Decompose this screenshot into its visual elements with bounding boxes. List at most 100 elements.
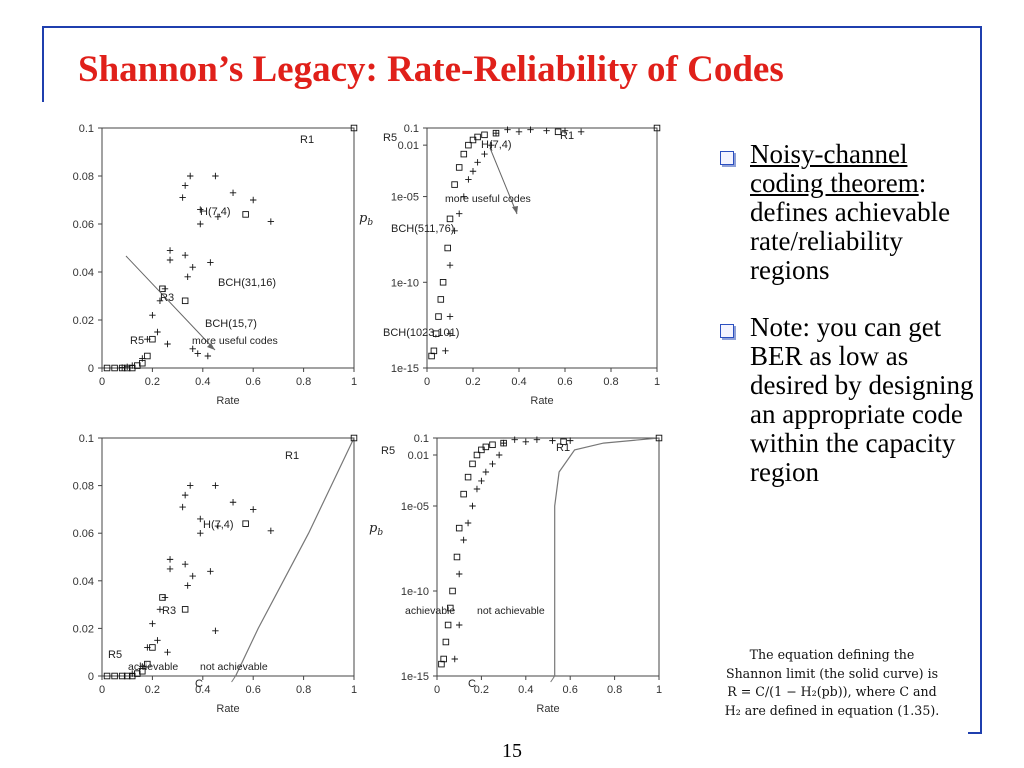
x-tick-label: 0.8 [296,684,311,696]
bullet-text: : defines achievable rate/reliability re… [750,168,951,285]
caption-line: H₂ are defined in equation (1.35). [724,702,940,718]
data-point-square [478,446,485,454]
data-point-square [469,460,476,468]
annotation-label: achievable [128,661,178,673]
data-point-square [242,211,249,218]
data-point-square [442,638,450,646]
data-point-plus [451,227,458,235]
caption-line: R = C/(1 − H₂(pb)), where C and [727,684,937,699]
x-tick-label: 0.4 [511,376,526,388]
data-point-plus [207,568,214,575]
annotation-label: R3 [162,605,176,617]
data-point-square [428,352,435,360]
annotation-label: R5 [383,132,397,144]
x-tick-label: 1 [654,376,660,388]
data-point-plus [149,620,156,627]
bullet-noisy-channel: Noisy-channel coding theorem: defines ac… [714,140,976,285]
data-point-plus [456,210,463,217]
data-point-plus [181,560,189,568]
data-point-plus [156,297,164,304]
data-point-plus [139,663,146,670]
data-point-plus [473,485,481,493]
x-tick-label: 0 [99,376,105,388]
arrow-head-icon [207,343,215,350]
data-point-plus [511,436,518,443]
data-point-square [437,296,445,303]
data-point-plus [561,127,569,134]
caption-line: Shannon limit (the solid curve) is [725,665,939,681]
x-tick-label: 0.8 [607,684,622,696]
data-point-plus [181,182,189,189]
data-point-plus [204,352,212,360]
annotation-label: H(7,4) [200,206,231,218]
shannon-limit-caption: The equation defining the Shannon limit … [682,646,982,720]
data-point-plus [481,150,488,158]
bullet-box-icon [720,324,734,338]
annotation-label: R5 [130,335,144,347]
data-point-plus [442,347,449,355]
y-tick-label: 0.06 [73,219,94,231]
y-tick-label: 0.01 [398,140,419,152]
y-tick-label: 1e-15 [401,671,429,683]
data-point-plus [197,515,204,523]
data-point-square [181,297,189,305]
slide-title: Shannon’s Legacy: Rate-Reliability of Co… [78,49,784,90]
x-tick-label: 0.2 [145,684,160,696]
data-point-square [444,244,451,252]
data-point-plus [495,451,503,459]
data-point-square [469,136,477,144]
data-point-plus [189,345,196,352]
data-point-plus [456,621,463,629]
x-tick-label: 0.2 [474,684,489,696]
chart-rate-vs-pb-log-top: 0 0.2 0.4 0.6 0.8 1 1e-15 1e-10 1e-05 0.01 0.1 Rate… [359,123,661,407]
data-point-plus [187,172,194,180]
data-point-square [554,128,562,136]
data-point-square [455,164,463,171]
data-point-plus [478,477,485,485]
data-point-square [655,434,663,442]
data-point-square [460,490,467,498]
data-point-square [432,330,440,337]
data-point-plus [489,460,496,468]
arrow-line [489,147,518,215]
data-point-plus [181,491,189,499]
data-point-square [447,604,454,612]
data-point-plus [250,506,257,513]
data-point-plus [166,247,174,254]
data-point-plus [156,606,164,613]
data-point-plus [164,340,171,348]
y-tick-label: 1e-05 [391,192,419,204]
data-point-plus [149,312,156,319]
data-point-plus [446,330,454,337]
y-tick-label: 0 [88,363,94,375]
data-point-plus [464,519,472,527]
x-tick-label: 0.6 [557,376,572,388]
data-point-plus [267,527,275,535]
data-point-plus [197,206,204,213]
annotation-label: more useful codes [192,335,278,347]
data-point-plus [492,129,500,137]
annotation-label: R1 [560,130,574,142]
data-point-plus [229,189,237,196]
data-point-plus [543,127,550,134]
x-tick-label: 0.6 [563,684,578,696]
chart-rate-vs-error-linear-bottom: 0 0.2 0.4 0.6 0.8 1 0 0.02 0.04 0.06 0.08 0.1 Rate R1… [73,433,358,715]
y-tick-label: 1e-10 [401,586,429,598]
y-tick-label: 0.01 [408,450,429,462]
y-tick-label: 0.1 [414,433,429,445]
x-axis-label: Rate [216,395,239,407]
data-point-plus [527,126,534,133]
data-point-square [446,215,454,223]
data-point-square [653,124,661,132]
data-point-plus [194,350,201,357]
data-point-plus [161,594,169,601]
data-point-plus [460,193,467,200]
bullet-note: Note: you can get BER as low as desired … [714,313,976,487]
arrow-head-icon [512,206,518,214]
annotation-label: R3 [160,292,174,304]
data-point-square [144,352,151,360]
y-tick-label: 0.08 [73,171,94,183]
data-point-plus [212,482,219,489]
x-tick-label: 0.6 [246,684,261,696]
data-point-plus [577,128,585,136]
